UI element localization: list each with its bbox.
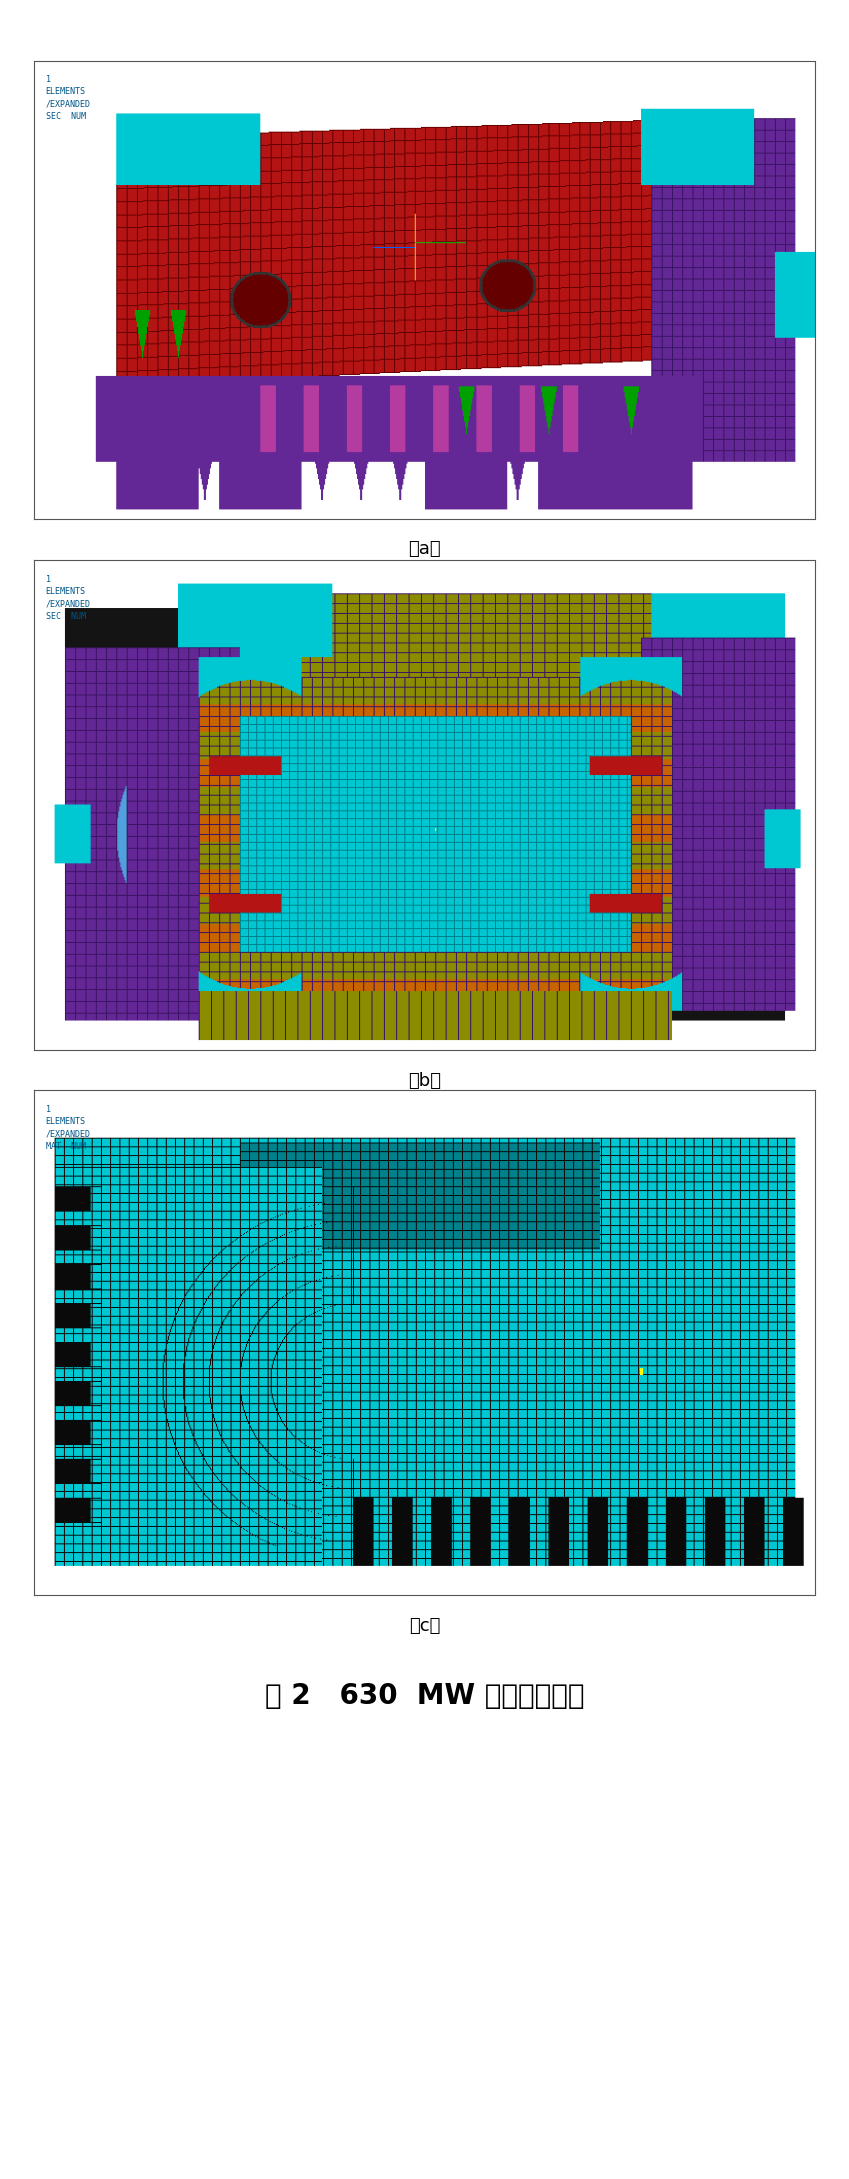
Text: （a）: （a） (408, 540, 441, 558)
Text: （b）: （b） (408, 1072, 441, 1090)
Text: （c）: （c） (409, 1617, 440, 1634)
Text: 1
ELEMENTS
/EXPANDED
SEC  NUM: 1 ELEMENTS /EXPANDED SEC NUM (46, 575, 91, 621)
Text: 1
ELEMENTS
/EXPANDED
SEC  NUM: 1 ELEMENTS /EXPANDED SEC NUM (46, 74, 91, 122)
Text: 1
ELEMENTS
/EXPANDED
MAT  NUM: 1 ELEMENTS /EXPANDED MAT NUM (46, 1105, 91, 1151)
Text: 图 2   630  MW 定子计算模型: 图 2 630 MW 定子计算模型 (265, 1682, 584, 1711)
